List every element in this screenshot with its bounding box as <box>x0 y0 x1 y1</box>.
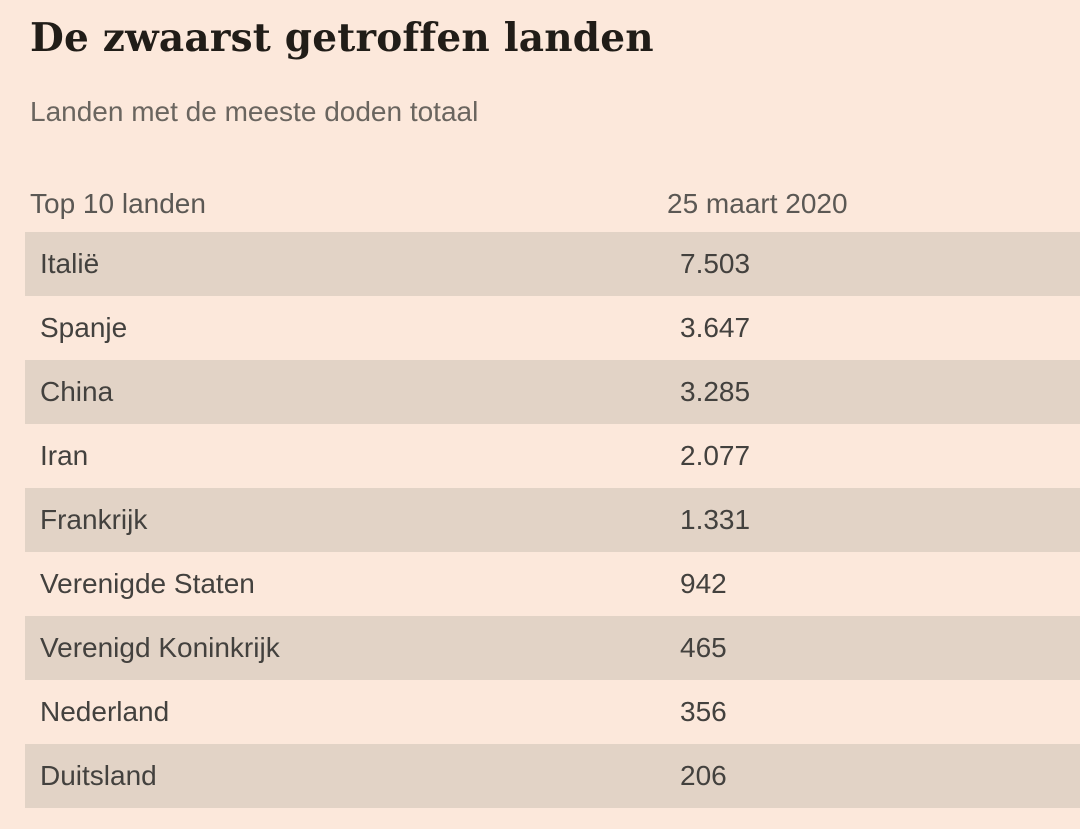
value-cell: 3.285 <box>680 376 751 407</box>
country-cell: Verenigde Staten <box>40 568 255 599</box>
table-row: Nederland 356 <box>25 680 1080 744</box>
country-cell: Iran <box>40 440 89 471</box>
value-cell: 7.503 <box>680 248 751 279</box>
table-body: Italië 7.503 Spanje 3.647 China 3.285 Ir… <box>0 232 1080 808</box>
value-cell: 465 <box>680 632 727 663</box>
column-header-countries: Top 10 landen <box>30 188 206 219</box>
value-cell: 206 <box>680 760 727 791</box>
table-row: Spanje 3.647 <box>25 296 1080 360</box>
page: De zwaarst getroffen landen Landen met d… <box>0 16 1080 829</box>
value-cell: 2.077 <box>680 440 751 471</box>
table-header-row: Top 10 landen 25 maart 2020 <box>25 176 1080 232</box>
value-cell: 1.331 <box>680 504 751 535</box>
deaths-table: Top 10 landen 25 maart 2020 Italië 7.503… <box>0 176 1080 808</box>
country-cell: Italië <box>40 248 100 279</box>
country-cell: Verenigd Koninkrijk <box>40 632 280 663</box>
country-cell: Nederland <box>40 696 170 727</box>
column-header-date: 25 maart 2020 <box>667 188 848 219</box>
table-row: Verenigd Koninkrijk 465 <box>25 616 1080 680</box>
table-row: Iran 2.077 <box>25 424 1080 488</box>
country-cell: China <box>40 376 114 407</box>
country-cell: Spanje <box>40 312 128 343</box>
value-cell: 3.647 <box>680 312 751 343</box>
page-title: De zwaarst getroffen landen <box>30 15 654 61</box>
table-row: Italië 7.503 <box>25 232 1080 296</box>
country-cell: Duitsland <box>40 760 157 791</box>
table-row: Frankrijk 1.331 <box>25 488 1080 552</box>
table-row: Verenigde Staten 942 <box>25 552 1080 616</box>
table-row: Duitsland 206 <box>25 744 1080 808</box>
value-cell: 942 <box>680 568 727 599</box>
country-cell: Frankrijk <box>40 504 148 535</box>
page-subtitle: Landen met de meeste doden totaal <box>30 96 479 127</box>
table-row: China 3.285 <box>25 360 1080 424</box>
value-cell: 356 <box>680 696 727 727</box>
